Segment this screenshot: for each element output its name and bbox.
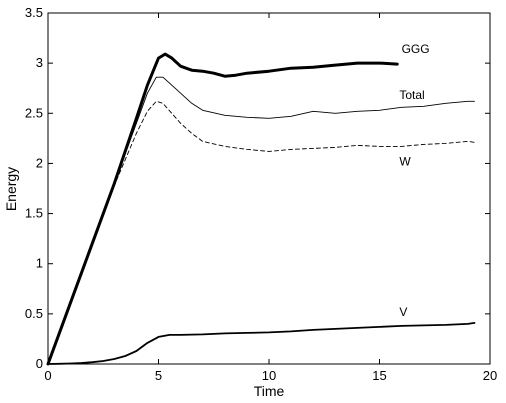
series-label-v: V	[399, 305, 407, 319]
series-label-ggg: GGG	[402, 42, 430, 56]
x-axis-title: Time	[254, 383, 285, 399]
x-tick-label: 20	[483, 368, 497, 383]
y-tick-label: 1	[36, 256, 43, 271]
series-line-total	[47, 76, 475, 365]
series-label-w: W	[399, 154, 411, 168]
y-tick-label: 2.5	[25, 105, 43, 120]
series-line-v	[47, 321, 476, 365]
x-tick-label: 15	[372, 368, 386, 383]
axis-ticks	[47, 12, 491, 365]
x-tick-label: 0	[44, 368, 51, 383]
x-tick-label: 10	[262, 368, 276, 383]
y-tick-label: 2	[36, 155, 43, 170]
tick-labels: 0 5 10 15 20 0 0.5 1 1.5 2 2.5 3 3.5	[25, 5, 497, 383]
x-tick-label: 5	[155, 368, 162, 383]
plot-area	[47, 12, 491, 365]
series-line-ggg	[46, 52, 399, 366]
y-tick-label: 0	[36, 356, 43, 371]
y-tick-label: 3	[36, 55, 43, 70]
y-tick-label: 0.5	[25, 306, 43, 321]
series-label-total: Total	[399, 88, 424, 102]
series-lines	[46, 52, 476, 366]
series-line-w	[47, 100, 475, 365]
y-tick-label: 3.5	[25, 5, 43, 20]
y-axis-title: Energy	[3, 167, 19, 211]
series-annotations: GGG Total W V	[399, 42, 429, 319]
y-tick-label: 1.5	[25, 206, 43, 221]
